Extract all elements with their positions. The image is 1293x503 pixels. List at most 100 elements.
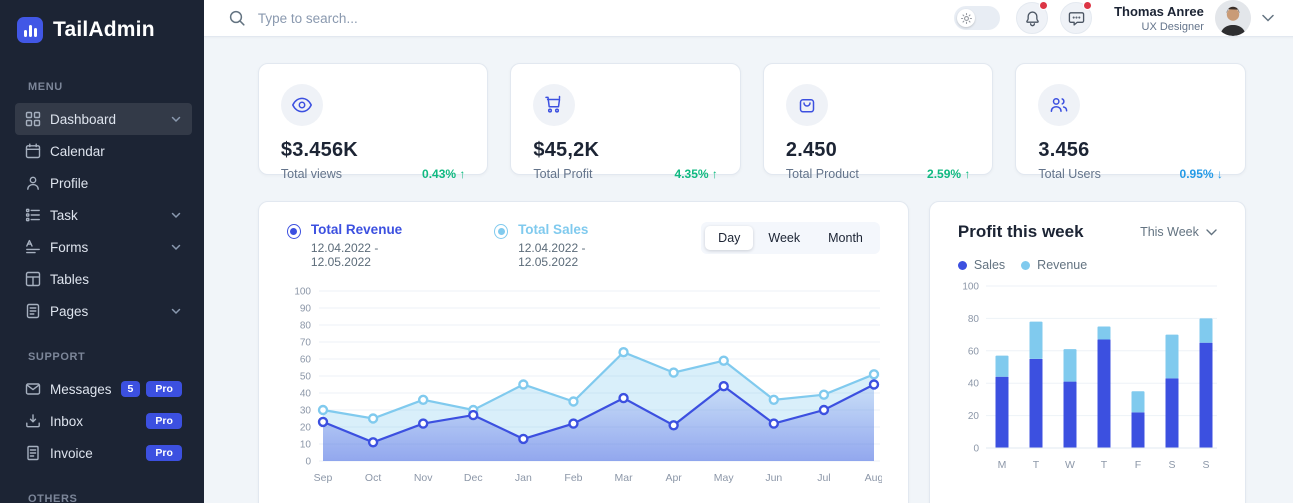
sidebar-item-dashboard[interactable]: Dashboard: [15, 103, 192, 135]
stat-card-total-views: $3.456K Total views 0.43% ↑: [257, 63, 489, 181]
messages-count-badge: 5: [120, 380, 141, 398]
sidebar-item-profile[interactable]: Profile: [15, 167, 192, 199]
svg-text:100: 100: [962, 282, 979, 293]
sidebar-item-label: Calendar: [50, 143, 105, 159]
chart-title: Profit this week: [957, 222, 1084, 241]
sidebar-item-label: Forms: [50, 239, 89, 255]
notifications-button[interactable]: [1016, 1, 1049, 34]
svg-text:Oct: Oct: [365, 472, 381, 484]
svg-text:60: 60: [300, 355, 312, 366]
svg-text:Jul: Jul: [817, 472, 830, 484]
dark-mode-toggle[interactable]: [954, 6, 1001, 30]
stat-delta: 0.95% ↓: [1179, 167, 1223, 181]
sidebar-item-invoice[interactable]: Invoice Pro: [15, 437, 192, 469]
sidebar-item-label: Profile: [50, 175, 89, 191]
svg-text:40: 40: [968, 379, 980, 390]
stats-grid: $3.456K Total views 0.43% ↑ $45,2K Total…: [257, 63, 1246, 181]
stat-value: $45,2K: [533, 139, 600, 161]
profit-week-bar-chart: 0 20 40 60 80 100 M T W T F S S: [958, 278, 1217, 483]
svg-text:Feb: Feb: [564, 472, 582, 484]
legend-sales: Sales: [957, 258, 1005, 272]
legend-total-revenue[interactable]: Total Revenue 12.04.2022 - 12.05.2022: [286, 222, 432, 269]
stat-delta: 4.35% ↑: [674, 167, 718, 181]
svg-text:80: 80: [968, 314, 980, 325]
others-section-label: OTHERS: [28, 493, 78, 503]
legend-revenue: Revenue: [1021, 258, 1087, 272]
stat-delta: 0.43% ↑: [422, 167, 466, 181]
bag-icon: [799, 99, 815, 113]
search: [228, 9, 954, 27]
dashboard-content: $3.456K Total views 0.43% ↑ $45,2K Total…: [204, 37, 1293, 503]
svg-text:30: 30: [300, 406, 312, 417]
legend-name: Total Revenue: [310, 222, 403, 237]
stat-label: Total Profit: [533, 167, 593, 181]
svg-text:T: T: [1101, 459, 1108, 471]
user-role: UX Designer: [1141, 20, 1204, 33]
messages-icon: [25, 383, 41, 395]
svg-text:50: 50: [300, 372, 312, 383]
stat-value: 3.456: [1038, 139, 1090, 161]
avatar: [1214, 0, 1251, 36]
legend-date-range: 12.04.2022 - 12.05.2022: [310, 241, 379, 269]
svg-text:10: 10: [300, 440, 312, 451]
search-input[interactable]: [257, 10, 578, 26]
svg-text:M: M: [998, 459, 1007, 471]
user-menu[interactable]: Thomas Anree UX Designer: [1114, 0, 1274, 36]
stat-delta: 2.59% ↑: [927, 167, 971, 181]
period-selector[interactable]: This Week: [1140, 225, 1217, 239]
messages-button[interactable]: [1060, 1, 1093, 34]
stat-card-total-product: 2.450 Total Product 2.59% ↑: [762, 63, 994, 181]
stat-label: Total views: [280, 167, 343, 181]
svg-text:Jan: Jan: [515, 472, 532, 484]
logo[interactable]: TailAdmin: [0, 0, 204, 43]
sidebar-item-label: Pages: [50, 303, 89, 319]
sidebar-item-label: Inbox: [50, 413, 84, 429]
legend-total-sales[interactable]: Total Sales 12.04.2022 - 12.05.2022: [494, 222, 639, 269]
sidebar-item-label: Invoice: [50, 445, 93, 461]
revenue-sales-area-chart: 0 10 20 30 40 50 60 70 80 90 100 Sep Oct Nov Dec Jan Feb…: [287, 283, 883, 498]
stat-card-total-profit: $45,2K Total Profit 4.35% ↑: [510, 63, 741, 181]
main-area: Thomas Anree UX Designer: [203, 0, 1293, 503]
legend-dot: [1021, 260, 1031, 270]
calendar-icon: [25, 143, 41, 159]
sidebar-item-label: Tables: [50, 271, 90, 287]
svg-text:T: T: [1033, 459, 1040, 471]
search-icon: [229, 10, 245, 26]
tab-week[interactable]: Week: [768, 231, 801, 245]
legend-dot: [957, 260, 967, 270]
sidebar-item-calendar[interactable]: Calendar: [15, 135, 192, 167]
svg-text:60: 60: [968, 346, 980, 357]
pro-badge: Pro: [146, 444, 182, 462]
chevron-down-icon: [1206, 228, 1217, 235]
task-icon: [25, 208, 40, 222]
profile-icon: [27, 176, 39, 190]
stat-value: 2.450: [785, 139, 837, 161]
pro-badge: Pro: [146, 412, 182, 430]
sidebar-item-messages[interactable]: Messages 5 Pro: [15, 373, 192, 405]
sidebar-item-pages[interactable]: Pages: [15, 295, 192, 327]
forms-icon: [26, 239, 40, 254]
legend-date-range: 12.04.2022 - 12.05.2022: [518, 241, 586, 269]
svg-text:Jun: Jun: [765, 472, 782, 484]
pages-icon: [26, 303, 40, 319]
radio-icon: [286, 224, 301, 239]
svg-text:90: 90: [300, 304, 312, 315]
sidebar-item-forms[interactable]: Forms: [15, 231, 192, 263]
menu-section-label: MENU: [28, 81, 63, 93]
sidebar-nav: Dashboard Calendar Profile Task Forms: [0, 103, 204, 327]
profit-week-chart-card: Profit this week This Week Sales Revenue…: [928, 201, 1246, 503]
svg-text:Sep: Sep: [314, 472, 333, 484]
sidebar-item-label: Dashboard: [50, 111, 117, 127]
tab-day[interactable]: Day: [705, 226, 754, 250]
svg-text:Mar: Mar: [614, 472, 633, 484]
sidebar-item-inbox[interactable]: Inbox Pro: [15, 405, 192, 437]
tab-month[interactable]: Month: [828, 231, 863, 245]
svg-text:Apr: Apr: [665, 472, 682, 484]
sidebar-item-task[interactable]: Task: [15, 199, 192, 231]
bell-icon: [1025, 10, 1039, 26]
charts-row: Total Revenue 12.04.2022 - 12.05.2022 To…: [257, 201, 1246, 503]
svg-text:S: S: [1202, 459, 1209, 471]
chevron-down-icon: [171, 212, 181, 219]
sidebar-item-tables[interactable]: Tables: [15, 263, 192, 295]
